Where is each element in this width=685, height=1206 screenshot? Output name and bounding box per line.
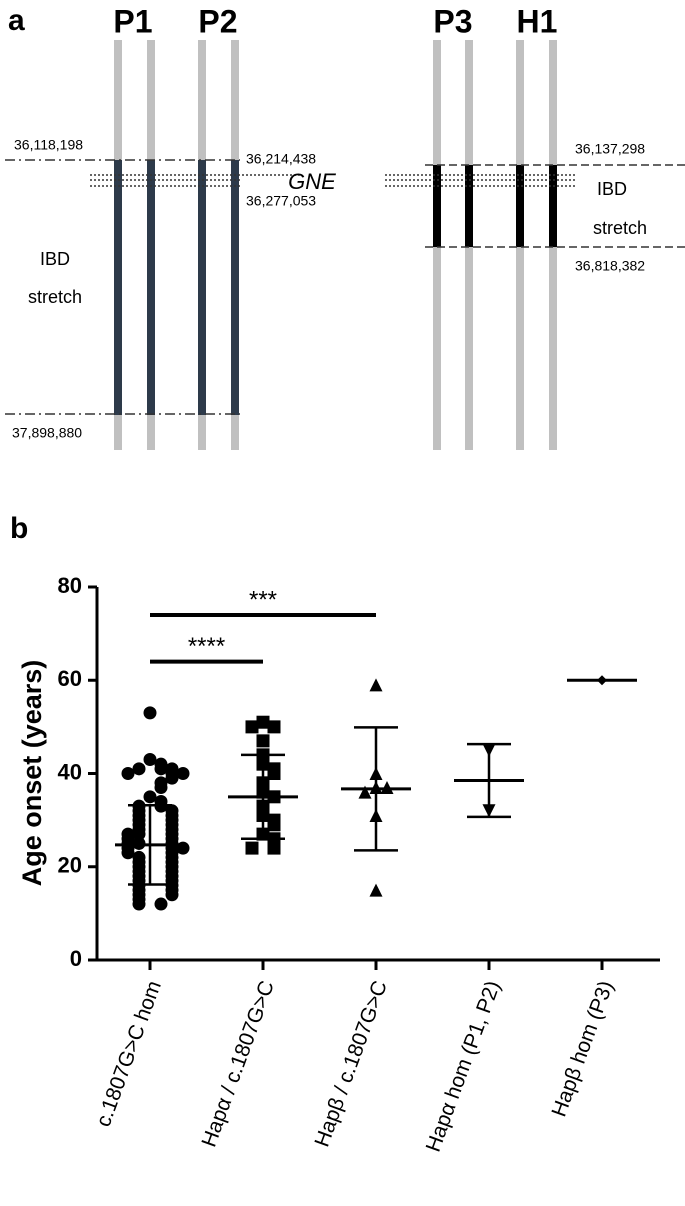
point: [132, 762, 146, 776]
boundaries: [5, 159, 685, 415]
point: [267, 841, 281, 855]
point: [369, 883, 383, 897]
point: [132, 827, 146, 841]
ibd-label: stretch: [593, 218, 647, 238]
panel-label: b: [10, 512, 28, 545]
point: [143, 706, 157, 720]
point: [121, 767, 135, 780]
track-label: P1: [113, 3, 152, 39]
point: [267, 818, 281, 832]
significance-label: ***: [249, 586, 277, 613]
track-label: P2: [198, 3, 237, 39]
coordinate: 36,277,053: [246, 193, 316, 209]
x-tick-label: Hapβ / c.1807G>C: [310, 978, 391, 1150]
x-tick-label: Hapα hom (P1, P2): [422, 978, 505, 1155]
point: [165, 771, 179, 785]
chromosomes: [114, 40, 557, 450]
ibd-label: IBD: [597, 179, 627, 199]
point: [245, 841, 259, 855]
point: [256, 734, 270, 748]
point: [143, 753, 157, 767]
track-label: P3: [433, 3, 472, 39]
point: [256, 715, 270, 729]
ibd-label: IBD: [40, 249, 70, 269]
point: [358, 785, 372, 799]
point: [154, 780, 168, 794]
point: [245, 720, 259, 734]
point: [143, 790, 157, 804]
ibd-label: stretch: [28, 287, 82, 307]
coordinate: 36,214,438: [246, 151, 316, 167]
point: [121, 846, 135, 860]
y-axis-title: Age onset (years): [17, 660, 47, 887]
coordinate: 36,137,298: [575, 141, 645, 157]
point: [165, 888, 179, 902]
y-tick-label: 0: [70, 946, 82, 971]
y-tick-label: 20: [58, 853, 82, 878]
point: [132, 897, 146, 911]
panel-label: a: [8, 4, 25, 37]
x-tick-label: Hapβ hom (P3): [547, 978, 617, 1120]
coordinate: 36,818,382: [575, 258, 645, 274]
x-tick-label: c.1807G>C hom: [92, 978, 166, 1130]
point: [154, 762, 168, 776]
point: [267, 720, 281, 734]
point: [267, 767, 281, 780]
point: [369, 678, 383, 692]
x-tick-label: Hapα / c.1807G>C: [197, 978, 278, 1150]
coordinate: 37,898,880: [12, 425, 82, 441]
significance-label: ****: [188, 633, 225, 660]
y-tick-label: 80: [58, 573, 82, 598]
point: [176, 767, 190, 780]
gene-label: GNE: [288, 169, 336, 194]
y-tick-label: 40: [58, 759, 82, 784]
y-tick-label: 60: [58, 666, 82, 691]
coordinate: 36,118,198: [14, 137, 83, 153]
point: [154, 897, 168, 911]
track-label: H1: [517, 3, 558, 39]
